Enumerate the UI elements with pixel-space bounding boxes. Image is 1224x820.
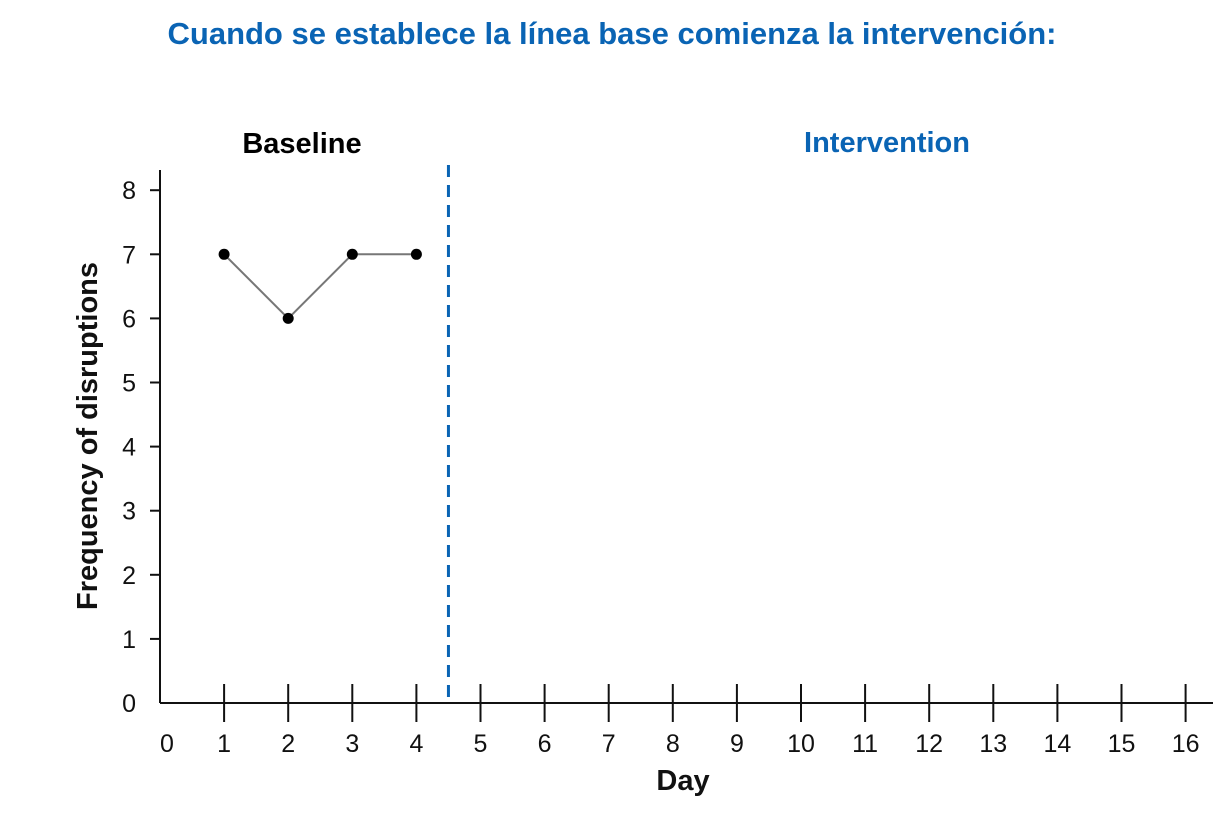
x-tick-label: 13 <box>979 730 1007 758</box>
x-tick-label: 7 <box>602 730 616 758</box>
y-tick-label: 7 <box>122 241 136 269</box>
data-point <box>410 248 422 260</box>
x-tick-label: 14 <box>1043 730 1071 758</box>
series <box>218 248 422 324</box>
y-tick-label: 8 <box>122 177 136 205</box>
x-tick-label: 3 <box>345 730 359 758</box>
x-tick-label: 16 <box>1172 730 1200 758</box>
data-point <box>218 248 230 260</box>
x-tick-label: 0 <box>160 730 174 758</box>
y-tick-label: 6 <box>122 305 136 333</box>
data-point <box>282 312 294 324</box>
x-axis-title: Day <box>656 765 709 797</box>
x-tick-label: 2 <box>281 730 295 758</box>
axes <box>159 170 1213 704</box>
phase-label-intervention: Intervention <box>804 127 970 159</box>
y-axis-title: Frequency of disruptions <box>72 262 104 610</box>
series-line <box>223 253 417 320</box>
y-tick-label: 1 <box>122 626 136 654</box>
x-tick-label: 1 <box>217 730 231 758</box>
x-tick-label: 4 <box>409 730 423 758</box>
x-tick-label: 5 <box>474 730 488 758</box>
x-tick-label: 15 <box>1108 730 1136 758</box>
x-tick-label: 11 <box>852 730 878 758</box>
phase-label-baseline: Baseline <box>242 128 361 160</box>
x-tick-label: 8 <box>666 730 680 758</box>
x-ticks: 0 1 2 3 4 5 6 7 8 9 10 11 12 13 14 15 16 <box>160 684 1200 758</box>
x-tick-label: 10 <box>787 730 815 758</box>
chart-title: Cuando se establece la línea base comien… <box>167 16 1057 51</box>
y-tick-label: 4 <box>122 434 136 462</box>
data-point <box>346 248 358 260</box>
y-tick-label: 3 <box>122 498 136 526</box>
x-tick-label: 12 <box>915 730 943 758</box>
y-tick-label: 0 <box>122 690 136 718</box>
y-tick-label: 2 <box>122 562 136 590</box>
x-tick-label: 9 <box>730 730 744 758</box>
x-tick-label: 6 <box>538 730 552 758</box>
y-ticks: 0 1 2 3 4 5 6 7 8 <box>122 177 160 718</box>
y-tick-label: 5 <box>122 370 136 398</box>
